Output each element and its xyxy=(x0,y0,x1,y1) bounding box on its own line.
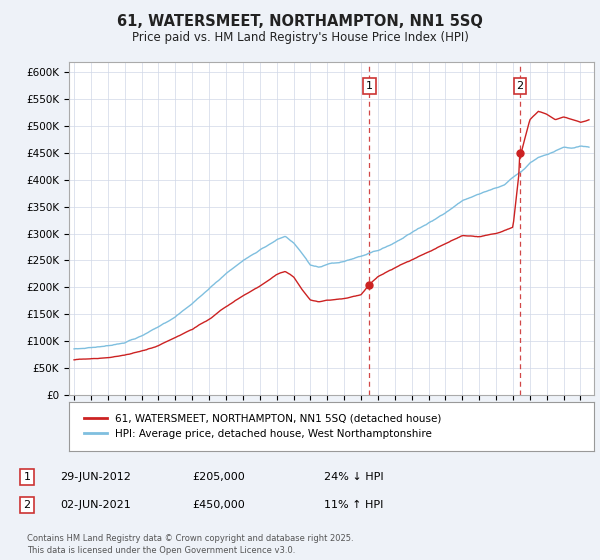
Text: 1: 1 xyxy=(366,81,373,91)
Text: 2: 2 xyxy=(23,500,31,510)
Text: 11% ↑ HPI: 11% ↑ HPI xyxy=(324,500,383,510)
Text: £205,000: £205,000 xyxy=(192,472,245,482)
Text: Price paid vs. HM Land Registry's House Price Index (HPI): Price paid vs. HM Land Registry's House … xyxy=(131,31,469,44)
Text: 29-JUN-2012: 29-JUN-2012 xyxy=(60,472,131,482)
Text: 24% ↓ HPI: 24% ↓ HPI xyxy=(324,472,383,482)
Text: 2: 2 xyxy=(517,81,524,91)
Text: 02-JUN-2021: 02-JUN-2021 xyxy=(60,500,131,510)
Text: 1: 1 xyxy=(23,472,31,482)
Text: Contains HM Land Registry data © Crown copyright and database right 2025.
This d: Contains HM Land Registry data © Crown c… xyxy=(27,534,353,555)
Text: £450,000: £450,000 xyxy=(192,500,245,510)
Text: 61, WATERSMEET, NORTHAMPTON, NN1 5SQ: 61, WATERSMEET, NORTHAMPTON, NN1 5SQ xyxy=(117,14,483,29)
Legend: 61, WATERSMEET, NORTHAMPTON, NN1 5SQ (detached house), HPI: Average price, detac: 61, WATERSMEET, NORTHAMPTON, NN1 5SQ (de… xyxy=(79,409,445,443)
